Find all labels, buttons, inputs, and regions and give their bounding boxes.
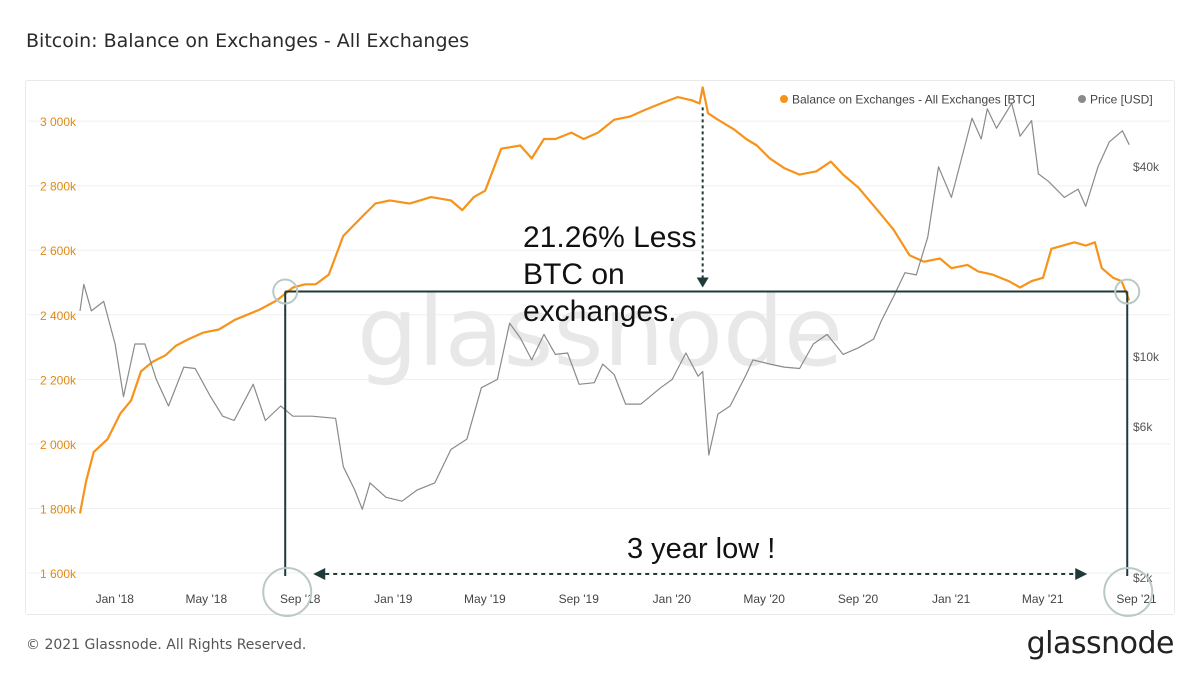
grid-lines [28, 120, 1170, 574]
x-tick-label: Sep '18 [280, 592, 321, 606]
y-right-tick-label: $6k [1133, 420, 1153, 434]
start-date-circle [262, 567, 313, 617]
annotation-less-btc-text: 21.26% Less [523, 221, 696, 254]
x-tick-label: Sep '20 [838, 592, 879, 606]
y-left-tick-label: 2 400k [40, 309, 77, 323]
y-right-tick-label: $40k [1133, 160, 1160, 174]
annotations: 21.26% Less BTC on exchanges. 3 year low ! [262, 107, 1154, 617]
x-tick-label: May '20 [743, 592, 785, 606]
y-right-tick-label: $10k [1133, 350, 1160, 364]
y-left-tick-label: 2 000k [40, 438, 77, 452]
y-right-tick-label: $2k [1133, 571, 1153, 585]
x-axis: Jan '18 May '18 Sep '18 Jan '19 May '19 Sep '… [96, 592, 1157, 606]
x-tick-label: Jan '20 [653, 592, 692, 606]
x-tick-label: May '19 [464, 592, 506, 606]
peak-arrow-head [696, 277, 709, 288]
chart-panel [25, 80, 1175, 615]
legend: Price [USD] Balance on Exchanges - All Ex… [780, 93, 1153, 107]
y-left-tick-label: 1 600k [40, 567, 77, 581]
y-left-tick-label: 3 000k [40, 115, 77, 129]
y-axis-left: 1 600k 1 800k 2 000k 2 200k 2 400k 2 600k 2 80… [40, 115, 77, 581]
x-tick-label: Jan '19 [374, 592, 413, 606]
end-level-circle [1114, 278, 1141, 305]
glassnode-logo: glassnode [1026, 626, 1175, 661]
x-tick-label: Jan '18 [96, 592, 135, 606]
legend-balance-marker [780, 95, 788, 103]
x-tick-label: May '18 [186, 592, 228, 606]
price-series-line [79, 102, 1130, 510]
annotation-less-btc-text: exchanges. [523, 295, 676, 328]
end-date-circle [1103, 567, 1154, 617]
series-lines [78, 86, 1131, 514]
x-tick-label: Sep '21 [1116, 592, 1157, 606]
y-left-tick-label: 2 200k [40, 373, 77, 387]
legend-balance-label: Balance on Exchanges - All Exchanges [BT… [792, 93, 1035, 107]
start-level-circle [272, 278, 299, 305]
x-tick-label: May '21 [1022, 592, 1064, 606]
y-left-tick-label: 2 600k [40, 244, 77, 258]
duration-arrow-right-head [1075, 568, 1088, 580]
y-left-tick-label: 1 800k [40, 502, 77, 516]
legend-price-marker [1078, 95, 1086, 103]
y-left-tick-label: 2 800k [40, 180, 77, 194]
x-tick-label: Jan '21 [932, 592, 971, 606]
x-tick-label: Sep '19 [559, 592, 600, 606]
annotation-three-year-low-text: 3 year low ! [627, 533, 775, 565]
y-axis-right: $2k $6k $10k $40k [1133, 160, 1160, 585]
balance-series-line [78, 86, 1131, 514]
annotation-less-btc-text: BTC on [523, 258, 625, 291]
duration-arrow-left-head [313, 568, 326, 580]
page-title: Bitcoin: Balance on Exchanges - All Exch… [26, 30, 470, 52]
copyright-footer: © 2021 Glassnode. All Rights Reserved. [26, 637, 307, 653]
legend-price-label: Price [USD] [1090, 93, 1153, 107]
